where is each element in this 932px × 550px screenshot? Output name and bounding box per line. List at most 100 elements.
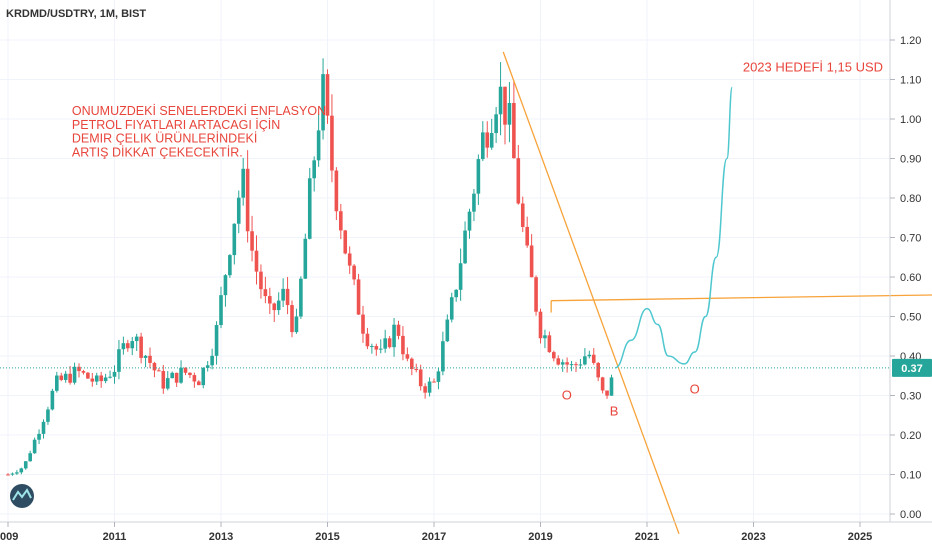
candle-body [268, 296, 272, 304]
candle-body [378, 348, 383, 350]
candle-body [263, 289, 268, 297]
candle-body [410, 358, 414, 370]
candle-body [423, 386, 427, 393]
trendline[interactable] [551, 294, 932, 302]
candle-body [285, 288, 290, 306]
candle-body [170, 372, 174, 379]
candle-body [139, 336, 143, 358]
candle-body [512, 102, 516, 159]
annotation-text: ONUMUZDEKİ SENELERDEKİ ENFLASYON [72, 104, 326, 118]
candle-body [179, 367, 183, 383]
candle-body [321, 74, 325, 131]
candle-body [463, 230, 467, 264]
candle-body [86, 372, 90, 379]
current-price-label: 0.37 [901, 363, 922, 375]
candle-body [436, 371, 441, 382]
point-label: O [562, 387, 572, 402]
candle-body [529, 245, 534, 278]
candle-body [37, 433, 41, 440]
symbol-label: KRDMD/USDTRY, 1M, BIST [6, 8, 146, 20]
candle-body [565, 362, 569, 365]
candle-body [210, 355, 214, 366]
candle-body [241, 168, 245, 198]
candle-body [516, 158, 521, 204]
x-tick-label: 2011 [103, 531, 127, 543]
candle-body [303, 238, 308, 279]
candle-body [254, 250, 259, 272]
candle-body [365, 333, 370, 347]
candle-body [63, 373, 68, 380]
candle-body [143, 355, 148, 358]
y-tick-label: 0.30 [900, 391, 921, 403]
candle-body [55, 375, 59, 391]
candle-body [41, 421, 46, 434]
candle-body [117, 349, 121, 372]
candle-body [205, 365, 210, 368]
candle-body [19, 468, 24, 473]
candle-body [90, 378, 95, 382]
annotation-text: DEMIR ÇELIK ÜRÜNLERİNDEKİ [72, 132, 257, 146]
time-axis[interactable]: 009 2011 2013 2015 2017 2019 2021 2023 2025 [0, 522, 872, 543]
y-tick-label: 0.10 [900, 470, 921, 482]
point-label: O [690, 382, 700, 397]
candle-body [130, 341, 135, 349]
annotation-text: ARTIŞ DİKKAT ÇEKECEKTİR. [72, 146, 243, 160]
candle-body [569, 364, 574, 366]
x-tick-label: 2013 [209, 531, 233, 543]
candle-body [489, 133, 494, 148]
candle-body [272, 303, 277, 311]
x-tick-label: 2015 [315, 531, 339, 543]
x-tick-label: 2025 [848, 531, 872, 543]
candle-body [361, 314, 365, 334]
candle-body [325, 74, 330, 116]
candle-body [77, 366, 81, 372]
candle-body [28, 453, 32, 462]
candle-body [99, 375, 103, 382]
candle-body [552, 352, 556, 359]
candle-body [587, 354, 592, 357]
candle-body [15, 472, 19, 474]
candle-body [219, 295, 223, 326]
candle-body [432, 381, 436, 383]
candle-body [214, 325, 219, 356]
candle-body [418, 369, 423, 387]
trendline[interactable] [502, 51, 680, 534]
candle-body [50, 390, 55, 410]
candle-body [396, 324, 401, 336]
candle-body [525, 226, 529, 246]
candle-body [503, 86, 507, 125]
candle-body [307, 178, 312, 239]
candle-body [32, 439, 37, 454]
candle-body [578, 364, 583, 366]
projection-line[interactable] [614, 86, 733, 369]
candle-body [591, 354, 596, 363]
y-tick-label: 0.70 [900, 233, 921, 245]
grid [0, 0, 890, 522]
candle-body [228, 255, 232, 276]
candle-body [59, 375, 64, 380]
y-tick-label: 1.20 [900, 35, 921, 47]
candle-body [405, 354, 410, 359]
candle-body [600, 377, 605, 391]
candle-body [10, 473, 15, 475]
candle-body [374, 346, 379, 350]
candle-body [165, 378, 170, 389]
candle-body [583, 356, 587, 365]
candle-body [232, 223, 237, 256]
y-tick-label: 0.60 [900, 272, 921, 284]
candle-body [596, 362, 600, 378]
y-tick-label: 1.10 [900, 75, 921, 87]
candle-body [201, 367, 206, 386]
y-tick-label: 0.50 [900, 312, 921, 324]
candle-body [485, 132, 490, 148]
candle-body [259, 271, 263, 290]
candle-body [356, 279, 361, 315]
tradingview-logo-icon[interactable] [10, 484, 34, 508]
price-axis[interactable]: 0.000.100.200.300.400.500.600.700.800.90… [890, 35, 921, 521]
candle-body [281, 288, 285, 301]
annotation-text: PETROL FIYATLARI ARTACAGI İÇİN [72, 118, 280, 132]
y-tick-label: 0.20 [900, 430, 921, 442]
candle-body [197, 381, 201, 386]
